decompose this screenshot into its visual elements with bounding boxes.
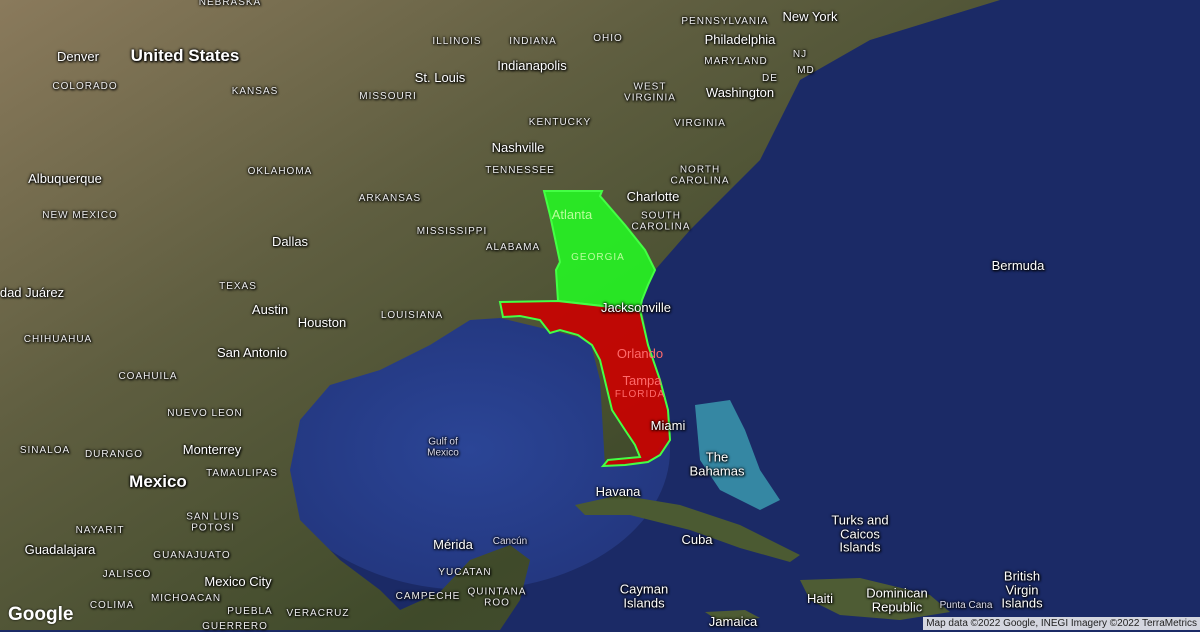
map-attribution: Map data ©2022 Google, INEGI Imagery ©20… bbox=[923, 617, 1200, 630]
polygon-florida[interactable] bbox=[498, 299, 672, 468]
polygon-georgia[interactable] bbox=[542, 190, 657, 313]
bahamas-shallows bbox=[695, 400, 780, 510]
google-logo[interactable]: Google bbox=[8, 604, 74, 625]
north-america-land bbox=[0, 0, 1000, 630]
cuba-land bbox=[575, 495, 800, 562]
gulf-of-mexico-water bbox=[270, 310, 670, 590]
hispaniola-land bbox=[800, 578, 950, 620]
jamaica-land bbox=[705, 610, 760, 622]
